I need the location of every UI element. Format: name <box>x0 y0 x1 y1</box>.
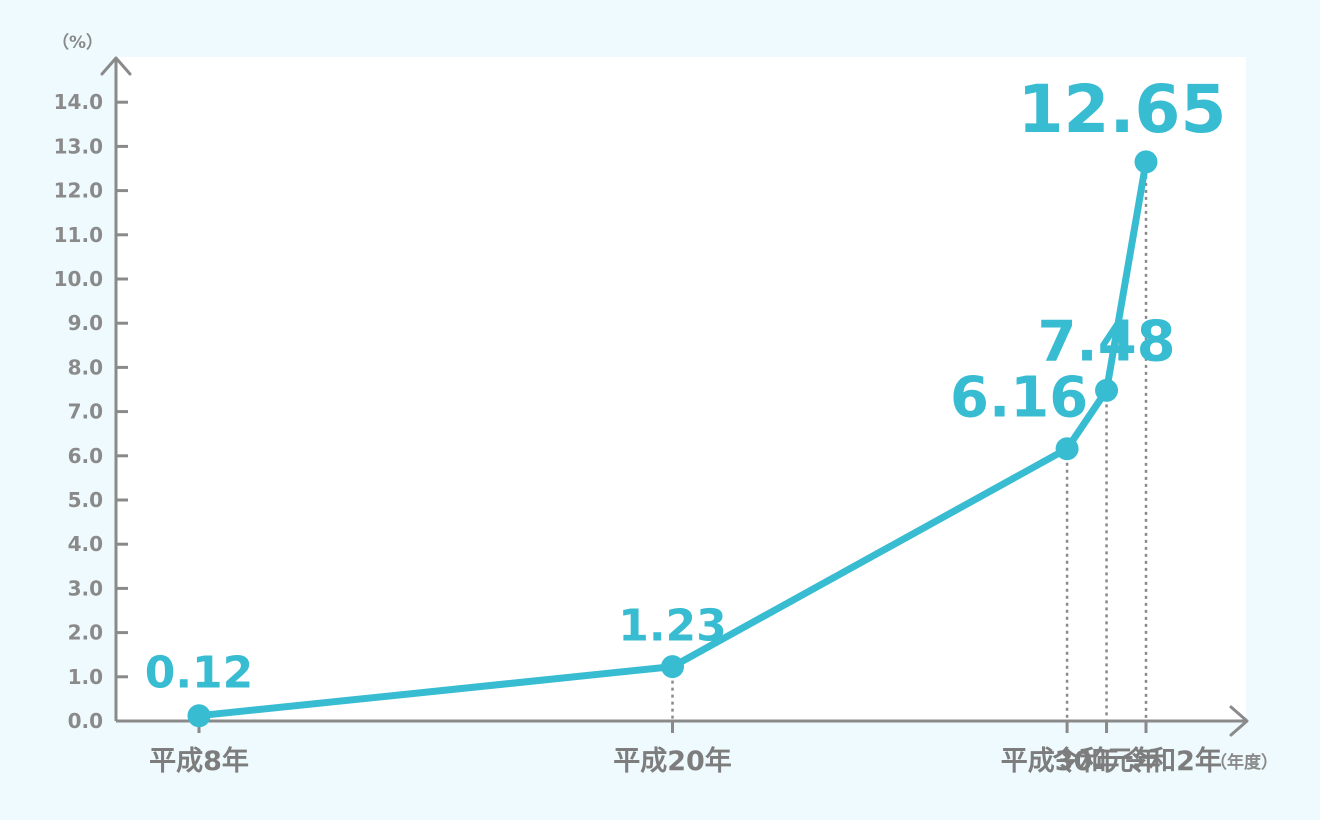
y-tick-label: 8.0 <box>68 355 103 379</box>
data-point <box>1134 150 1158 174</box>
data-point <box>1055 437 1079 461</box>
y-tick-label: 7.0 <box>68 400 103 424</box>
x-unit-label: （年度） <box>1210 752 1278 773</box>
y-unit-label: （%） <box>52 32 103 53</box>
y-tick-label: 1.0 <box>68 665 103 689</box>
y-axis-arrow <box>100 56 132 76</box>
y-ticks: 0.0 1.0 2.0 3.0 4.0 5.0 6.0 7.0 8.0 9.0 10.0 11.0 12… <box>54 90 128 733</box>
x-tick-label: 令和元年 <box>1053 745 1161 777</box>
y-tick-label: 10.0 <box>54 267 103 291</box>
data-label: 1.23 <box>618 601 727 652</box>
plot-background <box>116 57 1246 721</box>
y-tick-label: 5.0 <box>68 488 103 512</box>
x-tick-label: 平成20年 <box>613 745 732 777</box>
y-tick-label: 12.0 <box>54 179 103 203</box>
y-tick-label: 2.0 <box>68 621 103 645</box>
data-label: 0.12 <box>145 648 254 699</box>
y-tick-label: 13.0 <box>54 134 103 158</box>
data-labels: 0.12 1.23 6.167.48 12.65 <box>145 71 1227 699</box>
axes <box>100 56 1249 737</box>
data-label: 6.16 <box>950 366 1088 431</box>
y-tick-label: 14.0 <box>54 90 103 114</box>
data-point <box>187 704 211 728</box>
x-tick-label: 平成30年 <box>1001 745 1120 777</box>
data-point <box>1095 378 1119 402</box>
x-tick-label: 令和2年 <box>1122 745 1222 777</box>
y-tick-label: 4.0 <box>68 532 103 556</box>
y-tick-label: 9.0 <box>68 311 103 335</box>
y-tick-label: 11.0 <box>54 223 103 247</box>
data-label: 7.48 <box>1037 309 1175 374</box>
data-point <box>661 655 684 679</box>
x-axis-arrow <box>1229 705 1249 737</box>
data-points <box>187 150 1158 728</box>
y-tick-label: 6.0 <box>68 444 103 468</box>
data-label: 12.65 <box>1018 71 1227 148</box>
y-tick-label: 0.0 <box>68 709 103 733</box>
x-tick-label: 平成8年 <box>149 745 249 777</box>
y-tick-label: 3.0 <box>68 576 103 600</box>
